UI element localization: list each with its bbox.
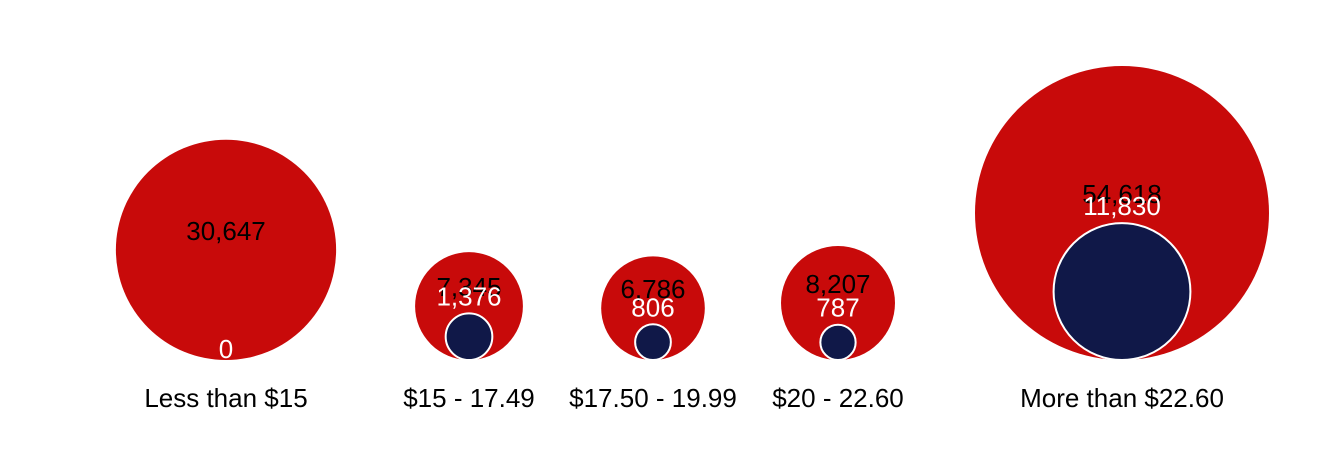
outer-bubble [415, 252, 523, 360]
outer-bubble [975, 66, 1269, 360]
inner-value-label: 1,376 [436, 281, 501, 311]
outer-value-label: 54,618 [1082, 179, 1162, 209]
category-label: Less than $15 [144, 383, 307, 413]
bubble-group: 30,647 0 Less than $15 [115, 139, 337, 413]
inner-value-label: 787 [816, 293, 859, 323]
inner-value-label: 11,830 [1083, 191, 1161, 221]
inner-bubble [634, 323, 672, 361]
inner-bubble [444, 312, 494, 361]
category-label: More than $22.60 [1020, 383, 1224, 413]
category-label: $20 - 22.60 [772, 383, 904, 413]
inner-value-label: 806 [631, 292, 674, 322]
category-label: $17.50 - 19.99 [569, 383, 737, 413]
outer-value-label: 6,786 [620, 274, 685, 304]
outer-value-label: 7,345 [436, 272, 501, 302]
outer-bubble [781, 246, 895, 360]
outer-value-label: 8,207 [805, 269, 870, 299]
outer-bubble [601, 256, 705, 360]
inner-bubble [819, 323, 857, 361]
category-label: $15 - 17.49 [403, 383, 535, 413]
inner-bubble [1052, 222, 1192, 361]
outer-value-label: 30,647 [186, 216, 266, 246]
inner-value-label: 0 [219, 334, 233, 364]
outer-bubble [115, 139, 337, 360]
